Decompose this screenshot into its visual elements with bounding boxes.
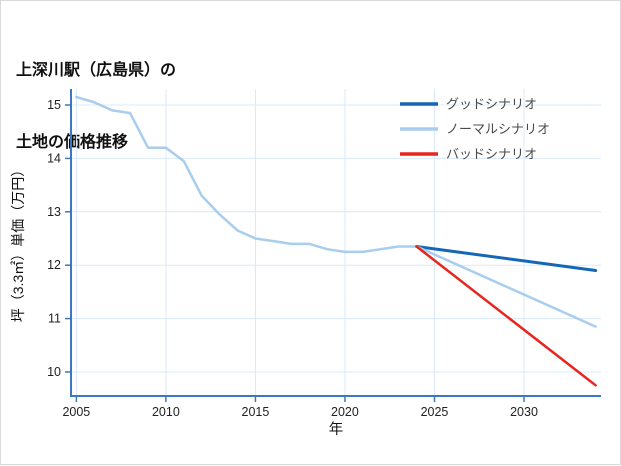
y-tick-label: 14 [47, 151, 61, 165]
x-tick-label: 2015 [242, 405, 270, 419]
series-line-good [415, 245, 598, 273]
y-tick-label: 15 [47, 98, 61, 112]
legend-label-good: グッドシナリオ [446, 97, 537, 112]
x-axis-title: 年 [329, 421, 344, 438]
x-tick-label: 2005 [62, 405, 90, 419]
x-tick-label: 2030 [510, 405, 538, 419]
chart-title-line2: 土地の価格推移 [16, 134, 129, 151]
x-tick-label: 2025 [421, 405, 449, 419]
y-tick-label: 12 [47, 258, 61, 272]
chart-title: 上深川駅（広島県）の 土地の価格推移 [16, 11, 176, 179]
legend-label-bad: バッドシナリオ [446, 147, 537, 162]
x-tick-label: 2020 [331, 405, 359, 419]
y-axis-title: 坪（3.3㎡）単価（万円） [10, 163, 26, 322]
series-line-bad [415, 245, 597, 387]
y-tick-label: 10 [47, 365, 61, 379]
series-line-history [75, 95, 418, 254]
chart-title-line1: 上深川駅（広島県）の [16, 62, 177, 79]
legend-label-normal: ノーマルシナリオ [446, 122, 550, 137]
y-tick-label: 13 [47, 205, 61, 219]
x-tick-label: 2010 [152, 405, 180, 419]
y-tick-label: 11 [48, 312, 61, 326]
series-line-normal [415, 245, 597, 328]
